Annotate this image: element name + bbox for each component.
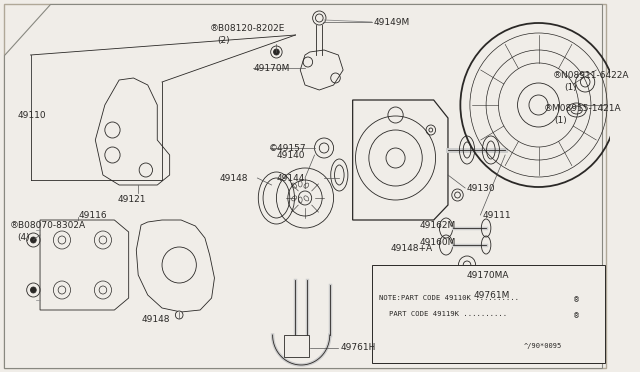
Text: ®B08120-8202E: ®B08120-8202E (210, 23, 285, 32)
Text: 49121: 49121 (117, 195, 146, 204)
Text: PART CODE 49119K ..........: PART CODE 49119K .......... (389, 311, 507, 317)
Circle shape (31, 237, 36, 243)
Text: ®: ® (574, 311, 579, 320)
Text: 49162M: 49162M (419, 221, 456, 230)
Text: ®N08911-6422A: ®N08911-6422A (553, 71, 629, 80)
Text: ®B08070-8302A: ®B08070-8302A (10, 221, 86, 230)
Text: 49148: 49148 (141, 315, 170, 324)
Text: 49148: 49148 (220, 173, 248, 183)
Circle shape (175, 311, 183, 319)
Text: 49148+A: 49148+A (391, 244, 433, 253)
Text: 49144: 49144 (276, 173, 305, 183)
Text: ©49157: ©49157 (269, 144, 307, 153)
Text: 49130: 49130 (467, 183, 495, 192)
Text: (1): (1) (555, 115, 568, 125)
Text: 49116: 49116 (78, 211, 107, 219)
FancyBboxPatch shape (284, 335, 309, 357)
Text: 49149M: 49149M (374, 17, 410, 26)
Text: 49110: 49110 (17, 110, 46, 119)
Text: (2): (2) (218, 35, 230, 45)
Text: 49160M: 49160M (419, 237, 456, 247)
Circle shape (31, 287, 36, 293)
Text: (4): (4) (17, 232, 30, 241)
Text: (1): (1) (564, 83, 577, 92)
Text: ^/90*0095: ^/90*0095 (524, 343, 563, 349)
Polygon shape (4, 4, 602, 368)
Text: 49140: 49140 (276, 151, 305, 160)
Text: 49761H: 49761H (340, 343, 376, 353)
Text: 49170M: 49170M (253, 64, 290, 73)
Text: ®M08915-1421A: ®M08915-1421A (543, 103, 621, 112)
FancyBboxPatch shape (372, 265, 605, 363)
Text: ®: ® (574, 295, 579, 304)
Circle shape (273, 49, 279, 55)
Text: NOTE:PART CODE 49110K ..........: NOTE:PART CODE 49110K .......... (380, 295, 519, 301)
Text: 49761M: 49761M (474, 291, 510, 299)
FancyBboxPatch shape (4, 4, 606, 368)
Text: 49111: 49111 (483, 211, 511, 219)
Text: 49170MA: 49170MA (467, 270, 509, 279)
